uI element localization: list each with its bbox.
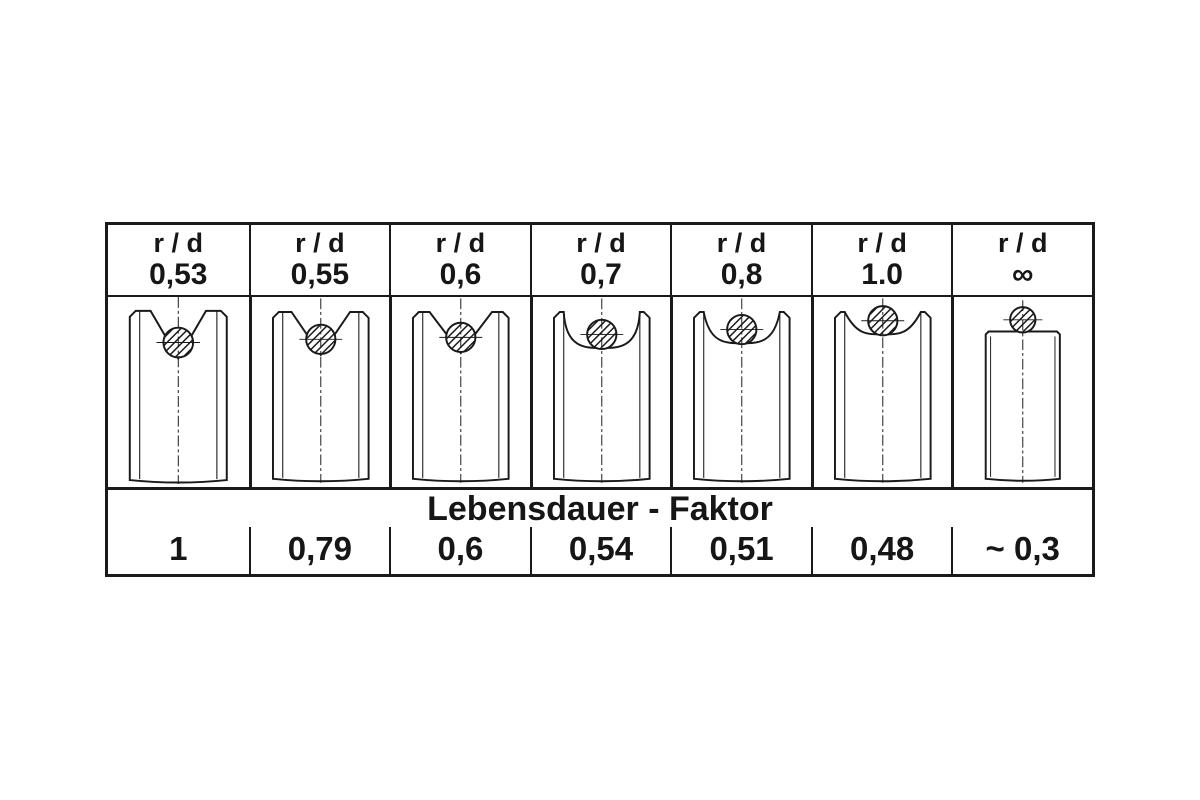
factor-cell: 0,54 <box>529 527 671 574</box>
ratio-value: 0,6 <box>439 258 482 292</box>
hatched-ball-icon <box>720 313 764 346</box>
ratio-label: r / d <box>153 227 204 258</box>
ratio-header-cell: r / d 0,55 <box>248 225 390 295</box>
ratio-value: 0,55 <box>290 258 350 292</box>
factor-value: 1 <box>169 529 188 567</box>
groove-profile-figure <box>985 300 1062 483</box>
ratio-header-cell: r / d 0,8 <box>670 225 811 295</box>
factor-value: 0,48 <box>850 529 915 567</box>
factor-value: ~ 0,3 <box>985 529 1060 567</box>
factor-cell: 0,48 <box>810 527 952 574</box>
ratio-header-cell: r / d ∞ <box>951 225 1092 295</box>
groove-figure-cell <box>670 297 811 487</box>
ratio-label: r / d <box>997 227 1048 258</box>
ratio-header-cell: r / d 0,6 <box>389 225 530 295</box>
groove-profile-figure <box>833 298 932 483</box>
factor-cell: 1 <box>108 527 249 574</box>
groove-profile-figure <box>552 298 651 483</box>
groove-figure-cell <box>810 297 952 487</box>
ratio-label: r / d <box>435 227 486 258</box>
ratio-value: 0,8 <box>720 258 763 292</box>
groove-figure-cell <box>108 297 249 487</box>
factor-value: 0,6 <box>437 529 484 567</box>
ratio-value: 0,53 <box>149 258 208 292</box>
groove-figure-row <box>108 297 1092 490</box>
factor-section: Lebensdauer - Faktor 1 0,79 0,6 0,54 0,51 0,4… <box>108 490 1092 574</box>
ratio-label: r / d <box>857 227 907 258</box>
groove-figure-cell <box>389 297 530 487</box>
ratio-header-cell: r / d 0,7 <box>529 225 671 295</box>
factor-value: 0,51 <box>709 529 774 567</box>
factor-value: 0,79 <box>287 529 352 567</box>
factor-row: 1 0,79 0,6 0,54 0,51 0,48 ~ 0,3 <box>108 527 1092 574</box>
groove-figure-cell <box>529 297 671 487</box>
ratio-value: ∞ <box>1012 258 1034 292</box>
ratio-label: r / d <box>716 227 767 258</box>
ratio-value: 1.0 <box>861 258 903 292</box>
groove-profile-figure <box>128 297 228 485</box>
groove-profile-figure <box>271 298 370 483</box>
groove-profile-figure <box>412 298 510 483</box>
ratio-label: r / d <box>295 227 345 258</box>
factor-cell: 0,51 <box>670 527 811 574</box>
groove-figure-cell <box>248 297 390 487</box>
ratio-header-cell: r / d 0,53 <box>108 225 249 295</box>
ratio-value: 0,7 <box>580 258 622 292</box>
groove-profile-figure <box>693 298 791 483</box>
factor-cell: 0,6 <box>389 527 530 574</box>
factor-cell: ~ 0,3 <box>951 527 1092 574</box>
factor-value: 0,54 <box>568 529 634 567</box>
ratio-header-cell: r / d 1.0 <box>810 225 952 295</box>
groove-figure-cell <box>951 297 1092 487</box>
factor-cell: 0,79 <box>248 527 390 574</box>
factor-section-title: Lebensdauer - Faktor <box>427 490 773 528</box>
ratio-label: r / d <box>576 227 626 258</box>
